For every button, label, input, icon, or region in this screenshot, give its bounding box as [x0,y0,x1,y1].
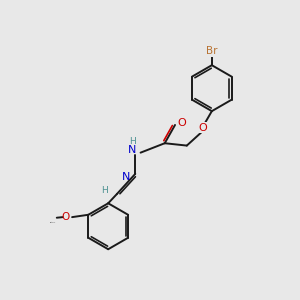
Text: N: N [128,145,136,155]
Text: H: H [129,137,136,146]
Text: O: O [198,123,207,133]
Text: N: N [122,172,130,182]
Text: O: O [177,118,186,128]
Text: H: H [101,186,108,195]
Text: Br: Br [206,46,218,56]
Text: methoxy: methoxy [50,222,56,223]
Text: O: O [61,212,70,221]
